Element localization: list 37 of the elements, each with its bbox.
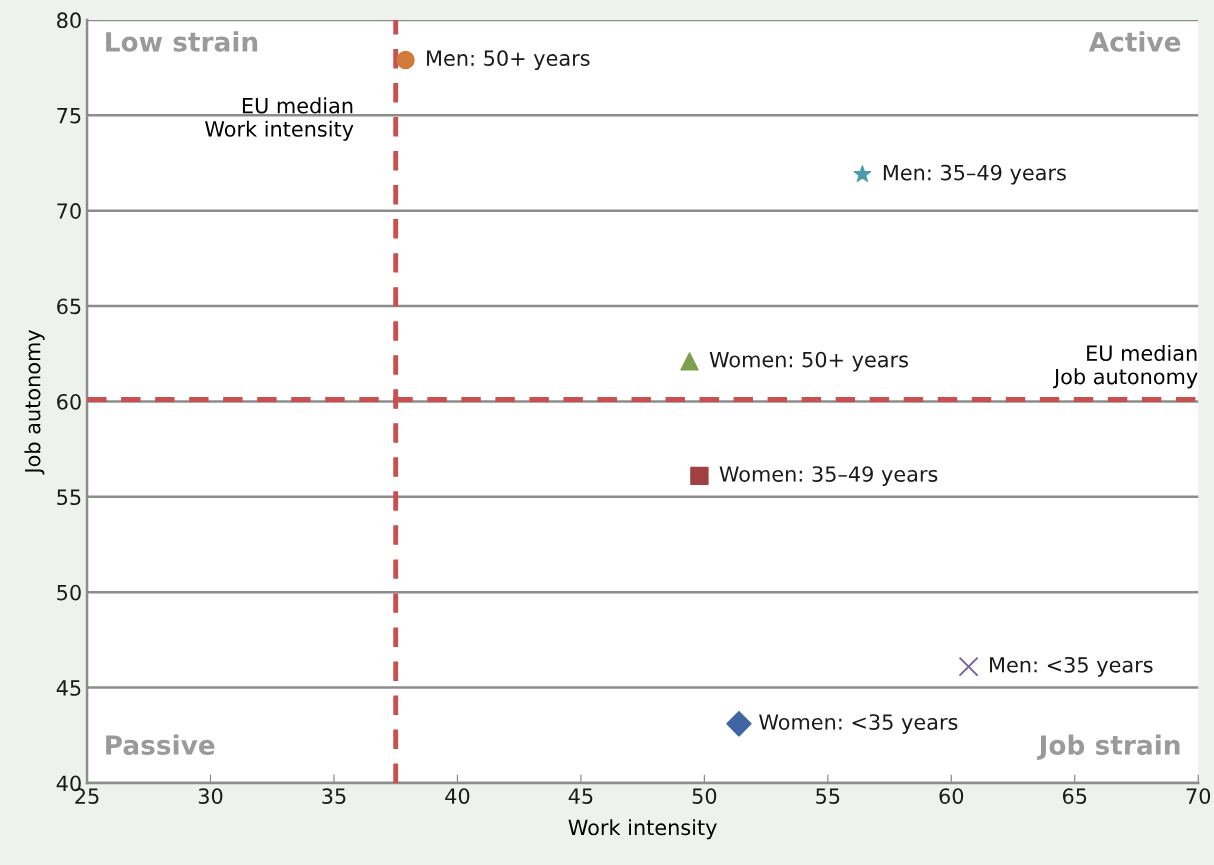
y-tick-label: 55 [57, 489, 81, 506]
series-label: Men: 35–49 years [883, 164, 1066, 185]
x-axis-title: Work intensity [568, 819, 717, 840]
y-tick-label: 50 [57, 584, 81, 601]
x-tick-label: 65 [1062, 788, 1087, 804]
x-tick-label: 70 [1186, 788, 1211, 804]
annotation: Low strain [106, 31, 258, 52]
ref-line-label: EU median Work intensity [205, 97, 354, 141]
y-tick-label: 70 [57, 203, 81, 219]
y-tick-label: 80 [57, 12, 81, 29]
x-tick-label: 35 [322, 788, 346, 804]
series-label: Men: <35 years [990, 656, 1153, 677]
series-label: Men: 50+ years [427, 50, 590, 71]
annotation: Active [1088, 31, 1181, 52]
annotation: Passive [106, 734, 215, 755]
series-label: Women: <35 years [759, 714, 958, 734]
y-tick-label: 65 [57, 298, 81, 315]
x-tick-label: 60 [939, 788, 964, 804]
point [680, 352, 699, 371]
point [690, 466, 709, 486]
ref-line-label: EU median Job autonomy [1052, 344, 1198, 389]
point [396, 50, 415, 70]
y-tick-label: 60 [57, 393, 81, 410]
x-tick-label: 40 [445, 788, 470, 804]
point [853, 165, 872, 182]
x-tick-label: 55 [816, 788, 840, 804]
point [958, 656, 979, 677]
y-tick-label: 45 [56, 680, 81, 696]
x-tick-label: 30 [198, 788, 223, 804]
series-label: Women: 50+ years [709, 351, 908, 372]
x-tick-label: 45 [568, 788, 593, 804]
y-tick-label: 75 [57, 108, 81, 124]
series-label: Women: 35–49 years [719, 466, 938, 486]
y-axis-title: Job autonomy [24, 329, 45, 475]
point [726, 711, 752, 737]
x-tick-label: 50 [692, 788, 717, 804]
annotation: Job strain [1037, 734, 1180, 760]
